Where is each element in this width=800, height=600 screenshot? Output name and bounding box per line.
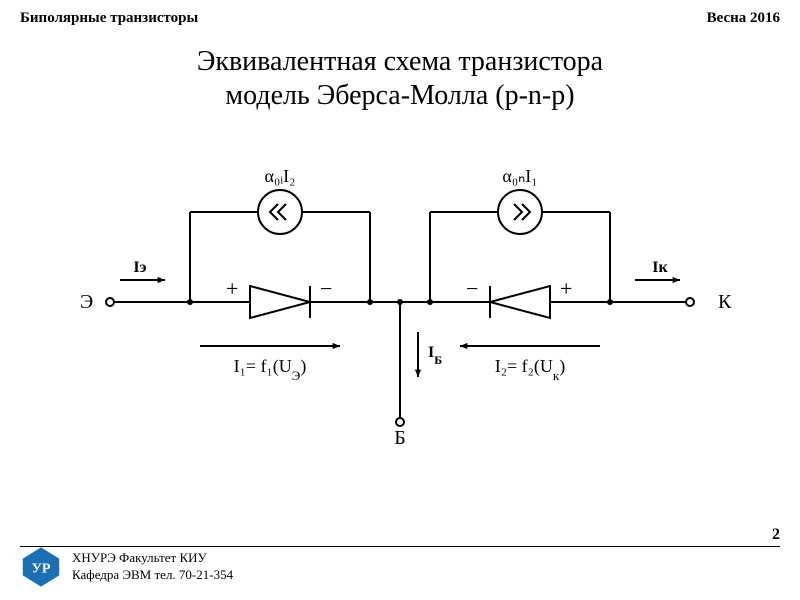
- slide-title: Эквивалентная схема транзистора модель Э…: [0, 45, 800, 112]
- svg-text:−: −: [320, 276, 332, 301]
- svg-text:К: К: [718, 291, 732, 313]
- svg-text:Б: Б: [394, 427, 405, 449]
- svg-text:I₁= f₁(UЭ): I₁= f₁(UЭ): [234, 356, 307, 383]
- svg-text:+: +: [560, 276, 572, 301]
- page-number: 2: [772, 526, 780, 544]
- header-right: Весна 2016: [707, 10, 780, 27]
- svg-text:α₀ₙI₁: α₀ₙI₁: [502, 166, 537, 186]
- svg-text:IБ: IБ: [428, 344, 442, 367]
- university-logo-icon: УР: [20, 546, 62, 588]
- footer: УР ХНУРЭ Факультет КИУ Кафедра ЭВМ тел. …: [20, 546, 780, 588]
- svg-text:Э: Э: [80, 291, 93, 313]
- svg-text:α₀ᵢI₂: α₀ᵢI₂: [265, 166, 296, 186]
- svg-text:+: +: [226, 276, 238, 301]
- svg-text:I₂= f₂(Uк): I₂= f₂(Uк): [495, 356, 566, 383]
- title-line1: Эквивалентная схема транзистора: [0, 45, 800, 79]
- svg-text:Iк: Iк: [652, 259, 668, 276]
- svg-text:УР: УР: [32, 562, 51, 577]
- circuit-diagram: Э К + − − + α₀ᵢI₂ α₀ₙI₁ Б Iэ Iк IБ I₁= f₁(UЭ) I₂= f₂(…: [50, 142, 750, 462]
- title-line2: модель Эберса-Молла (p-n-p): [0, 79, 800, 113]
- footer-line2: Кафедра ЭВМ тел. 70-21-354: [72, 567, 233, 584]
- footer-line1: ХНУРЭ Факультет КИУ: [72, 550, 233, 567]
- header-left: Биполярные транзисторы: [20, 10, 198, 27]
- footer-rule: [20, 546, 780, 547]
- svg-text:Iэ: Iэ: [133, 259, 146, 276]
- svg-text:−: −: [466, 276, 478, 301]
